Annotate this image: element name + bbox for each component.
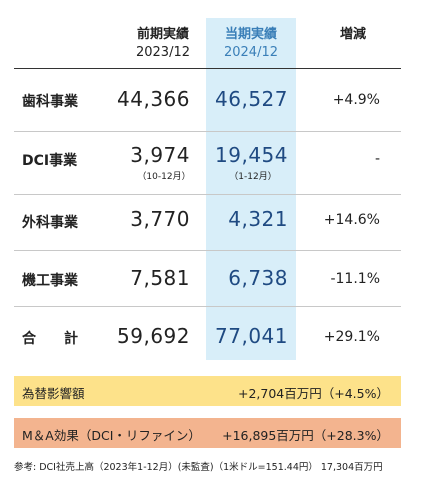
segment-label: 外科事業 <box>22 215 78 231</box>
prev-period-title: 前期実績 <box>136 27 189 42</box>
segment-label: 歯科事業 <box>22 94 78 110</box>
row-divider <box>14 306 401 307</box>
fx-impact-box: 為替影響額 +2,704百万円（+4.5%） <box>14 376 401 406</box>
prev-value: 7,581 <box>130 266 190 290</box>
header-divider <box>14 68 401 69</box>
ma-effect-value: +16,895百万円（+28.3%） <box>222 428 389 443</box>
segment-label: DCI事業 <box>22 153 78 169</box>
cur-value: 46,527 <box>215 87 288 111</box>
fx-impact-label: 為替影響額 <box>22 386 85 401</box>
cur-period-header: 当期実績 2024/12 <box>206 26 296 62</box>
prev-total-value: 59,692 <box>117 324 190 348</box>
cur-period-title: 当期実績 <box>224 27 277 42</box>
prev-period-date: 2023/12 <box>135 45 190 60</box>
fx-impact-value: +2,704百万円（+4.5%） <box>238 386 389 401</box>
change-value: +4.9% <box>332 92 380 108</box>
change-title: 増減 <box>339 27 366 42</box>
change-value: +14.6% <box>323 212 380 228</box>
cur-value: 19,454 <box>215 143 288 167</box>
row-divider <box>14 250 401 251</box>
ma-effect-label: M＆A効果（DCI・リファイン） <box>22 428 201 443</box>
total-label: 合 計 <box>22 331 78 347</box>
prev-period-header: 前期実績 2023/12 <box>118 26 208 62</box>
prev-value: 44,366 <box>117 87 190 111</box>
prev-value: 3,770 <box>130 207 190 231</box>
row-divider <box>14 131 401 132</box>
change-value: - <box>374 151 380 167</box>
current-period-highlight <box>206 18 296 360</box>
cur-period-date: 2024/12 <box>223 45 278 60</box>
cur-value: 4,321 <box>228 207 288 231</box>
cur-total-value: 77,041 <box>215 324 288 348</box>
segment-label: 機工事業 <box>22 273 78 289</box>
prev-value-note: （10-12月） <box>137 172 191 182</box>
reference-note: 参考: DCI社売上高（2023年1-12月）(未監査)（1米ドル=151.44… <box>14 462 383 473</box>
prev-value: 3,974 <box>130 143 190 167</box>
row-divider <box>14 194 401 195</box>
total-change-value: +29.1% <box>323 329 380 345</box>
change-value: -11.1% <box>330 271 380 287</box>
ma-effect-box: M＆A効果（DCI・リファイン） +16,895百万円（+28.3%） <box>14 418 401 448</box>
change-header: 増減 <box>318 26 388 44</box>
cur-value-note: （1-12月） <box>229 172 277 182</box>
cur-value: 6,738 <box>228 266 288 290</box>
